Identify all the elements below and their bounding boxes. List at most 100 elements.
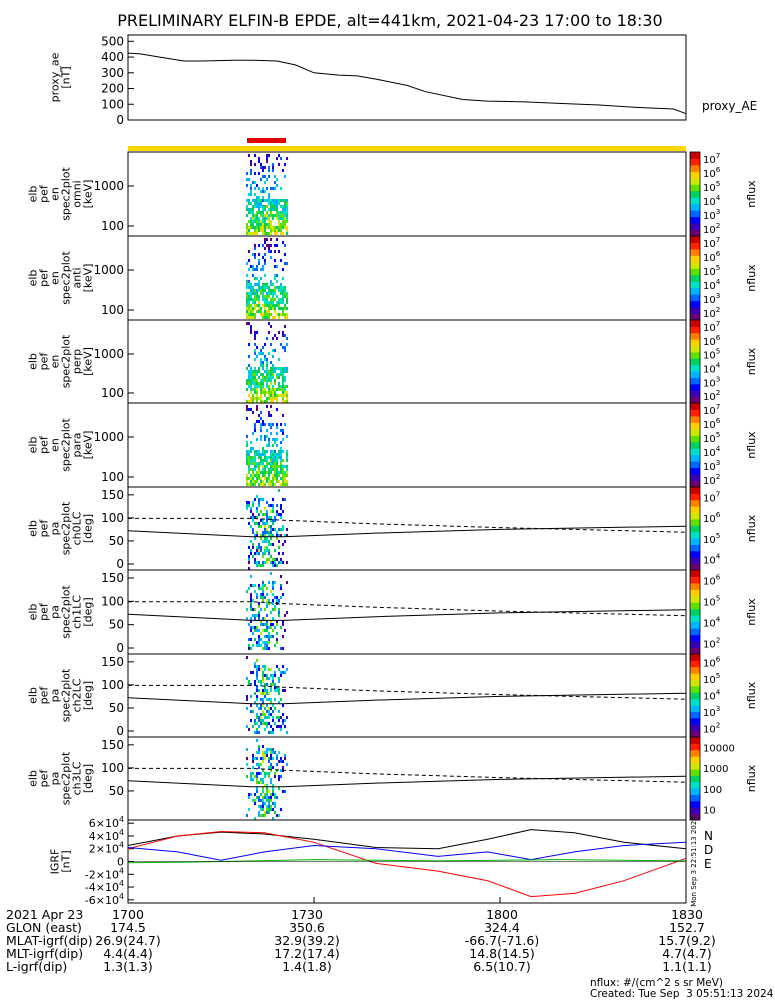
colorbar-segment: [690, 724, 700, 732]
spectrogram-cell: [282, 289, 284, 292]
spectrogram-cell: [282, 623, 284, 626]
spectrogram-cell: [274, 334, 276, 337]
spectrogram-cell: [274, 805, 276, 808]
spectrogram-cell: [274, 608, 276, 611]
spectrogram-cell: [268, 716, 270, 719]
spectrogram-cell: [258, 474, 260, 477]
spectrogram-cell: [268, 304, 270, 307]
spectrogram-cell: [258, 468, 260, 471]
spectrogram-cell: [246, 444, 248, 447]
colorbar-segment: [690, 692, 700, 700]
spectrogram-cell: [276, 438, 278, 441]
spectrogram-cell: [264, 376, 266, 379]
spectrogram-cell: [274, 802, 276, 805]
spectrogram-cell: [262, 745, 264, 748]
spectrogram-cell: [250, 719, 252, 722]
spectrogram-cell: [282, 665, 284, 668]
spectrogram-cell: [260, 435, 262, 438]
colorbar-segment: [690, 307, 700, 315]
spectrogram-cell: [286, 343, 288, 346]
spectrogram-cell: [248, 199, 250, 202]
spectrogram-cell: [268, 474, 270, 477]
spectrogram-cell: [250, 447, 252, 450]
spectrogram-cell: [264, 205, 266, 208]
spectrogram-cell: [274, 811, 276, 814]
spectrogram-cell: [256, 549, 258, 552]
spectrogram-cell: [260, 471, 262, 474]
spectrogram-cell: [268, 710, 270, 713]
spectrogram-cell: [254, 187, 256, 190]
spectrogram-cell: [270, 763, 272, 766]
spectrogram-cell: [260, 519, 262, 522]
y-tick-label: 50: [109, 534, 124, 548]
spectrogram-cell: [248, 298, 250, 301]
spectrogram-cell: [280, 757, 282, 760]
spectrogram-cell: [254, 199, 256, 202]
spectrogram-cell: [274, 175, 276, 178]
spectrogram-cell: [272, 599, 274, 602]
spectrogram-cell: [254, 462, 256, 465]
colorbar-tick-label: 103: [703, 704, 720, 719]
colorbar-segment: [690, 320, 700, 327]
colorbar-segment: [690, 499, 700, 507]
colorbar-tick-label: 103: [703, 458, 720, 473]
spectrogram-cell: [254, 229, 256, 232]
colorbar-segment: [690, 673, 700, 681]
spectrogram-cell: [262, 704, 264, 707]
spectrogram-cell: [272, 465, 274, 468]
spectrogram-cell: [272, 757, 274, 760]
spectrogram-cell: [272, 456, 274, 459]
spectrogram-cell: [270, 483, 272, 486]
y-axis-label-line: para: [71, 433, 84, 458]
spectrogram-cell: [248, 373, 250, 376]
spectrogram-cell: [284, 220, 286, 223]
y-axis-label-line: pef: [38, 184, 51, 203]
igrf-series-D: [127, 830, 687, 898]
spectrogram-cell: [276, 244, 278, 247]
spectrogram-cell: [250, 638, 252, 641]
spectrogram-cell: [258, 689, 260, 692]
spectrogram-cell: [278, 163, 280, 166]
spectrogram-cell: [256, 292, 258, 295]
spectrogram-cell: [268, 247, 270, 250]
spectrogram-cell: [250, 283, 252, 286]
spectrogram-cell: [270, 208, 272, 211]
spectrogram-cell: [268, 707, 270, 710]
spectrogram-cell: [250, 793, 252, 796]
spectrogram-cell: [266, 593, 268, 596]
spectrogram-cell: [266, 337, 268, 340]
spectrogram-cell: [248, 193, 250, 196]
spectrogram-cell: [266, 223, 268, 226]
spectrogram-cell: [266, 641, 268, 644]
spectrogram-data: [246, 739, 288, 820]
spectrogram-cell: [274, 307, 276, 310]
spectrogram-cell: [254, 757, 256, 760]
y-axis-label-line: pef: [38, 352, 51, 371]
spectrogram-cell: [278, 668, 280, 671]
spectrogram-cell: [268, 677, 270, 680]
spectrogram-cell: [254, 217, 256, 220]
spectrogram-cell: [286, 316, 288, 319]
colorbar-segment: [690, 461, 700, 469]
spectrogram-cell: [258, 471, 260, 474]
spectrogram-cell: [252, 710, 254, 713]
spectrogram-cell: [274, 441, 276, 444]
spectrogram-cell: [260, 692, 262, 695]
spectrogram-cell: [286, 370, 288, 373]
spectrogram-cell: [266, 754, 268, 757]
spectrogram-cell: [274, 549, 276, 552]
y-axis-label-line: [deg]: [82, 514, 95, 543]
spectrogram-cell: [274, 468, 276, 471]
spectrogram-cell: [276, 184, 278, 187]
colorbar-tick-label: 102: [703, 221, 720, 236]
colorbar-segment: [690, 550, 700, 558]
spectrogram-cell: [262, 447, 264, 450]
spectrogram-cell: [266, 677, 268, 680]
spectrogram-cell: [262, 453, 264, 456]
spectrogram-data: [246, 322, 288, 403]
spectrogram-cell: [250, 626, 252, 629]
spectrogram-cell: [276, 716, 278, 719]
spectrogram-cell: [254, 468, 256, 471]
spectrogram-cell: [262, 304, 264, 307]
spectrogram-cell: [276, 474, 278, 477]
